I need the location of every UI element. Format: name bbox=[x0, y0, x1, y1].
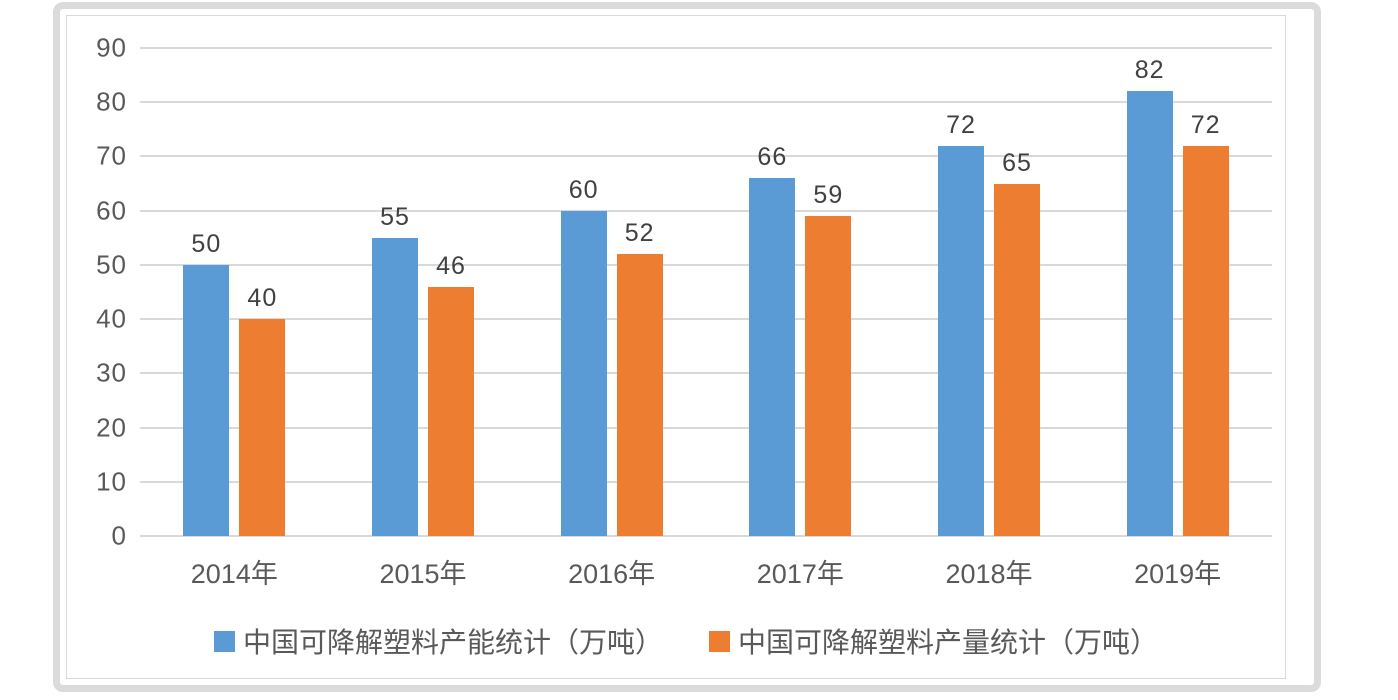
bar-capacity-2015年 bbox=[371, 237, 418, 536]
bar-output-2018年 bbox=[993, 183, 1040, 536]
x-tick-label-2018年: 2018年 bbox=[945, 559, 1033, 589]
bar-col: 66 bbox=[749, 143, 796, 536]
bar-col: 40 bbox=[239, 284, 286, 536]
bar-capacity-2014年 bbox=[183, 264, 230, 536]
bar-col: 50 bbox=[183, 229, 230, 536]
data-label: 59 bbox=[813, 181, 844, 210]
bar-group-2015年: 55 46 bbox=[329, 48, 518, 536]
legend-label: 中国可降解塑料产能统计（万吨） bbox=[242, 627, 663, 658]
data-label: 82 bbox=[1134, 56, 1165, 85]
data-label: 65 bbox=[1002, 148, 1032, 177]
data-label: 55 bbox=[380, 202, 410, 231]
x-tick-label-2019年: 2019年 bbox=[1134, 559, 1222, 589]
y-tick-label: 30 bbox=[96, 357, 127, 388]
gridline-y-20 bbox=[140, 426, 1272, 429]
y-tick-label: 60 bbox=[96, 195, 127, 226]
bar-capacity-2017年 bbox=[749, 178, 796, 536]
bar-col: 60 bbox=[560, 175, 607, 536]
x-tick-label-2014年: 2014年 bbox=[190, 559, 278, 589]
x-axis: 2014年 2015年 2016年 2017年 2018年 2019年 bbox=[140, 552, 1272, 592]
y-tick-label: 20 bbox=[96, 412, 127, 443]
data-label: 40 bbox=[247, 284, 278, 313]
y-tick-label: 80 bbox=[96, 86, 127, 117]
bar-col: 52 bbox=[616, 219, 663, 536]
x-tick-label-2015年: 2015年 bbox=[379, 559, 467, 589]
data-label: 66 bbox=[757, 143, 788, 172]
x-tick-label-2016年: 2016年 bbox=[568, 559, 656, 589]
data-label: 72 bbox=[946, 110, 976, 139]
data-label: 46 bbox=[436, 251, 466, 280]
legend-swatch-icon bbox=[213, 630, 235, 652]
y-tick-label: 90 bbox=[96, 32, 127, 63]
bar-col: 55 bbox=[371, 202, 418, 536]
gridline-y-50 bbox=[140, 263, 1272, 266]
bar-capacity-2016年 bbox=[560, 210, 607, 536]
legend-label: 中国可降解塑料产量统计（万吨） bbox=[738, 627, 1159, 658]
bar-capacity-2018年 bbox=[937, 145, 984, 536]
gridline-y-70 bbox=[140, 155, 1272, 158]
x-tick-label-2017年: 2017年 bbox=[756, 559, 844, 589]
bar-group-2014年: 50 40 bbox=[140, 48, 329, 536]
gridline-y-40 bbox=[140, 318, 1272, 321]
bar-group-2019年: 82 72 bbox=[1083, 48, 1272, 536]
data-label: 50 bbox=[191, 229, 222, 258]
bar-group-2016年: 60 52 bbox=[517, 48, 706, 536]
y-tick-label: 50 bbox=[96, 249, 127, 280]
gridline-y-30 bbox=[140, 372, 1272, 375]
bar-output-2015年 bbox=[427, 286, 474, 536]
y-tick-label: 10 bbox=[96, 466, 127, 497]
bar-col: 65 bbox=[993, 148, 1040, 536]
gridline-y-10 bbox=[140, 480, 1272, 483]
bar-output-2016年 bbox=[616, 254, 663, 536]
bar-capacity-2019年 bbox=[1126, 91, 1173, 536]
bar-group-2017年: 66 59 bbox=[706, 48, 895, 536]
gridline-y-60 bbox=[140, 209, 1272, 212]
plot-area: 50 40 55 46 60 52 66 59 72 65 82 72 bbox=[140, 47, 1272, 537]
data-label: 52 bbox=[624, 219, 655, 248]
bar-col: 72 bbox=[1182, 110, 1229, 536]
y-tick-label: 40 bbox=[96, 303, 127, 334]
bar-output-2017年 bbox=[805, 216, 852, 536]
gridline-y-80 bbox=[140, 101, 1272, 104]
legend-swatch-icon bbox=[709, 630, 730, 652]
gridline-y-0 bbox=[140, 535, 1272, 537]
legend-item-output: 中国可降解塑料产量统计（万吨） bbox=[709, 621, 1158, 661]
data-label: 72 bbox=[1190, 110, 1221, 139]
data-label: 60 bbox=[568, 175, 599, 204]
bar-group-2018年: 72 65 bbox=[895, 48, 1084, 536]
gridline-y-90 bbox=[140, 47, 1272, 49]
bar-col: 59 bbox=[805, 181, 852, 536]
y-axis: 0 10 20 30 40 50 60 70 80 90 bbox=[55, 33, 127, 551]
legend: 中国可降解塑料产能统计（万吨） 中国可降解塑料产量统计（万吨） bbox=[60, 618, 1312, 664]
bar-col: 46 bbox=[427, 251, 474, 536]
y-tick-label: 70 bbox=[96, 140, 127, 171]
legend-item-capacity: 中国可降解塑料产能统计（万吨） bbox=[213, 621, 663, 661]
bar-output-2019年 bbox=[1182, 145, 1229, 536]
bar-col: 72 bbox=[937, 110, 984, 536]
chart-frame bbox=[53, 2, 1321, 692]
bar-col: 82 bbox=[1126, 56, 1173, 536]
bar-output-2014年 bbox=[239, 319, 286, 536]
y-tick-label: 0 bbox=[111, 520, 127, 551]
